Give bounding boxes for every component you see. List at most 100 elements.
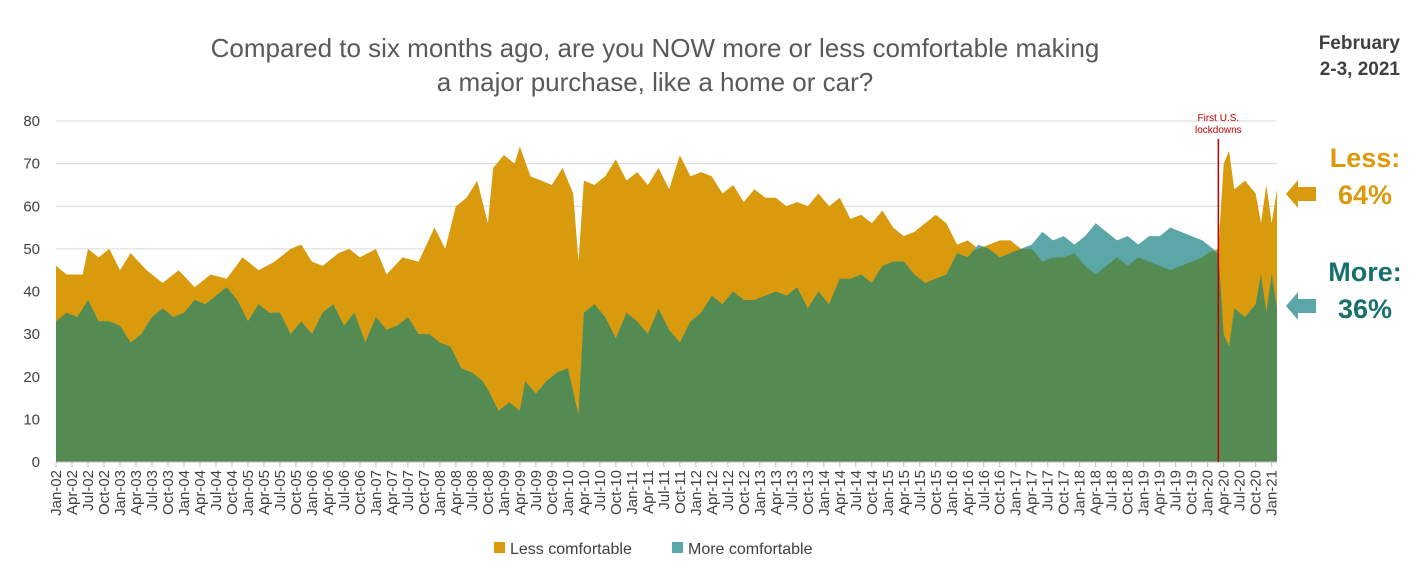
x-tick-label: Jul-10 (592, 470, 609, 511)
x-tick-label: Jan-17 (1008, 470, 1025, 516)
x-tick-label: Jan-19 (1136, 470, 1153, 516)
legend-swatch-more (672, 542, 683, 553)
less-callout-value: 64% (1338, 180, 1392, 210)
x-tick-label: Jul-17 (1040, 470, 1057, 511)
x-tick-label: Oct-03 (160, 470, 177, 515)
x-tick-label: Jul-02 (80, 470, 97, 511)
x-tick-label: Jul-19 (1168, 470, 1185, 511)
x-tick-label: Apr-17 (1024, 470, 1041, 515)
less-callout: Less: 64% (1286, 143, 1400, 210)
x-tick-label: Jul-03 (144, 470, 161, 511)
survey-date-line2: 2-3, 2021 (1320, 59, 1401, 80)
x-tick-label: Apr-15 (896, 470, 913, 515)
x-tick-label: Jul-12 (720, 470, 737, 511)
x-tick-label: Oct-02 (96, 470, 113, 515)
x-tick-label: Apr-14 (832, 470, 849, 515)
chart-title-line1: Compared to six months ago, are you NOW … (211, 33, 1100, 63)
x-tick-label: Jan-14 (816, 470, 833, 516)
x-tick-label: Oct-18 (1120, 470, 1137, 515)
x-tick-label: Apr-16 (960, 470, 977, 515)
x-tick-label: Jan-06 (304, 470, 321, 516)
x-tick-label: Jul-15 (912, 470, 929, 511)
x-tick-label: Jul-11 (656, 470, 673, 510)
chart-title-line2: a major purchase, like a home or car? (437, 67, 873, 97)
x-tick-label: Oct-07 (416, 470, 433, 515)
x-tick-label: Jan-12 (688, 470, 705, 516)
x-tick-label: Jul-20 (1232, 470, 1249, 511)
x-tick-label: Apr-08 (448, 470, 465, 515)
x-tick-label: Apr-07 (384, 470, 401, 515)
x-tick-label: Oct-12 (736, 470, 753, 515)
x-tick-label: Apr-09 (512, 470, 529, 515)
more-callout-label: More: (1328, 257, 1402, 287)
x-tick-label: Jan-08 (432, 470, 449, 516)
y-tick-label: 50 (23, 241, 40, 258)
x-tick-label: Oct-05 (288, 470, 305, 515)
y-tick-label: 0 (32, 454, 40, 471)
x-tick-label: Jan-13 (752, 470, 769, 516)
x-tick-label: Apr-18 (1088, 470, 1105, 515)
x-tick-label: Jan-02 (48, 470, 65, 516)
x-tick-label: Oct-15 (928, 470, 945, 515)
y-tick-label: 80 (23, 113, 40, 130)
x-tick-label: Apr-13 (768, 470, 785, 515)
y-tick-label: 60 (23, 198, 40, 215)
lockdown-label-line1: First U.S. (1198, 113, 1240, 124)
less-arrow-icon (1286, 180, 1316, 208)
x-tick-label: Oct-19 (1184, 470, 1201, 515)
x-tick-label: Apr-11 (640, 470, 657, 514)
x-tick-label: Jan-09 (496, 470, 513, 516)
x-tick-label: Jul-06 (336, 470, 353, 511)
x-tick-label: Apr-05 (256, 470, 273, 515)
plot-areas (56, 146, 1277, 462)
y-tick-label: 70 (23, 156, 40, 173)
x-tick-label: Jan-21 (1264, 470, 1281, 516)
x-tick-label: Oct-20 (1248, 470, 1265, 515)
x-tick-label: Jan-03 (112, 470, 129, 516)
x-tick-label: Jan-05 (240, 470, 257, 516)
x-tick-label: Jul-14 (848, 470, 865, 511)
x-tick-label: Jan-04 (176, 470, 193, 516)
x-tick-label: Jan-16 (944, 470, 961, 516)
x-tick-label: Jul-05 (272, 470, 289, 511)
lockdown-label-line2: lockdowns (1195, 125, 1242, 136)
x-tick-label: Apr-19 (1152, 470, 1169, 515)
x-tick-label: Oct-13 (800, 470, 817, 515)
y-tick-label: 10 (23, 411, 40, 428)
y-tick-label: 30 (23, 326, 40, 343)
more-arrow-icon (1286, 292, 1316, 320)
x-tick-label: Apr-12 (704, 470, 721, 515)
legend-label-less: Less comfortable (510, 541, 632, 558)
x-tick-label: Oct-10 (608, 470, 625, 515)
x-tick-label: Jul-08 (464, 470, 481, 511)
x-tick-label: Oct-17 (1056, 470, 1073, 515)
legend-swatch-less (494, 542, 505, 553)
x-tick-label: Oct-06 (352, 470, 369, 515)
x-tick-label: Jul-09 (528, 470, 545, 511)
x-tick-label: Jan-15 (880, 470, 897, 516)
x-tick-label: Jul-07 (400, 470, 417, 511)
x-tick-label: Apr-10 (576, 470, 593, 515)
x-tick-label: Jul-16 (976, 470, 993, 511)
x-tick-label: Apr-20 (1216, 470, 1233, 515)
legend-label-more: More comfortable (688, 541, 813, 558)
x-tick-label: Jan-07 (368, 470, 385, 516)
x-tick-label: Jan-18 (1072, 470, 1089, 516)
x-tick-label: Oct-08 (480, 470, 497, 515)
x-tick-label: Jul-13 (784, 470, 801, 511)
lockdown-annotation: First U.S. lockdowns (1195, 113, 1242, 462)
survey-date-line1: February (1319, 33, 1401, 54)
x-tick-label: Oct-09 (544, 470, 561, 515)
more-callout: More: 36% (1286, 257, 1402, 324)
x-tick-label: Jan-20 (1200, 470, 1217, 516)
legend: Less comfortable More comfortable (494, 541, 813, 558)
x-tick-label: Jul-18 (1104, 470, 1121, 511)
x-tick-label: Jul-04 (208, 470, 225, 511)
x-tick-label: Apr-02 (64, 470, 81, 515)
x-tick-label: Apr-06 (320, 470, 337, 515)
x-tick-label: Jan-11 (624, 470, 641, 515)
x-tick-label: Oct-11 (672, 470, 689, 514)
x-tick-label: Jan-10 (560, 470, 577, 516)
